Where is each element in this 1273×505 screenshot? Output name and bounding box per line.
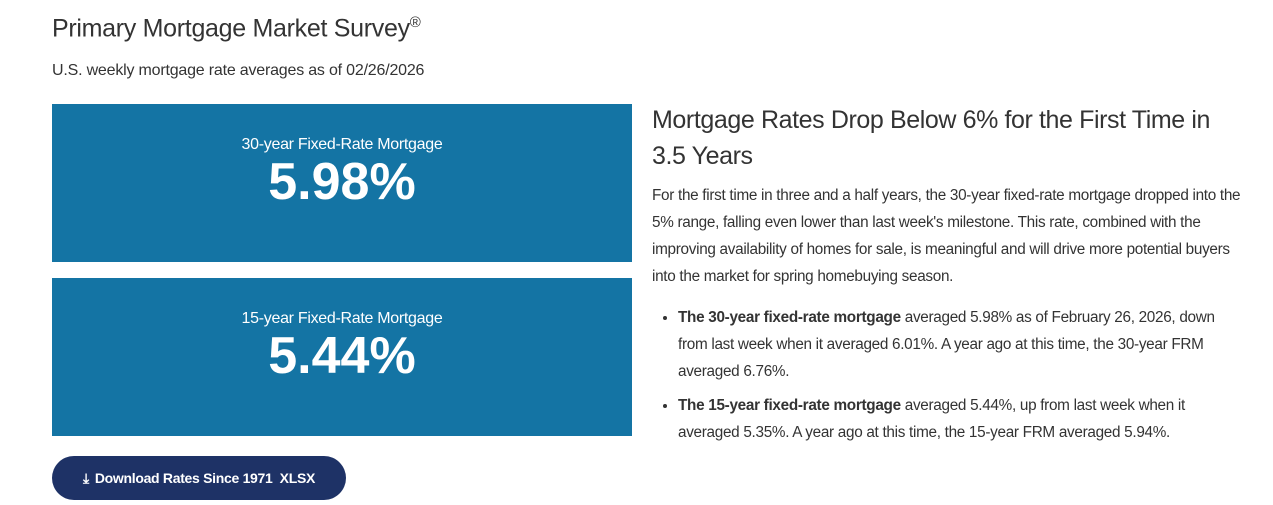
download-label: Download Rates Since 1971 XLSX (94, 470, 316, 486)
article: Mortgage Rates Drop Below 6% for the Fir… (652, 102, 1242, 453)
bullet-text: averaged 5.98% as of February 26, 2026, … (678, 309, 1215, 380)
rate-card-15-year: 15-year Fixed-Rate Mortgage 5.44% (52, 278, 632, 436)
bullet-bold: The 15-year fixed-rate mortgage (678, 397, 901, 414)
download-rates-button[interactable]: ⤓ Download Rates Since 1971 XLSX (52, 456, 346, 500)
rate-label: 15-year Fixed-Rate Mortgage (241, 310, 443, 327)
bullet-text: averaged 5.44%, up from last week when i… (678, 397, 1185, 441)
page-subtitle: U.S. weekly mortgage rate averages as of… (52, 62, 425, 79)
list-item: The 30-year fixed-rate mortgage averaged… (678, 304, 1242, 385)
article-body: For the first time in three and a half y… (652, 187, 1241, 285)
registered-mark: ® (409, 14, 421, 31)
rate-label: 30-year Fixed-Rate Mortgage (241, 136, 443, 153)
page-title: Primary Mortgage Market Survey® (52, 14, 421, 43)
list-item: The 15-year fixed-rate mortgage averaged… (678, 392, 1242, 446)
rate-card-30-year: 30-year Fixed-Rate Mortgage 5.98% (52, 104, 632, 262)
rate-value: 5.98% (268, 153, 416, 211)
bullet-bold: The 30-year fixed-rate mortgage (678, 309, 901, 326)
rate-value: 5.44% (268, 327, 416, 385)
download-icon: ⤓ (82, 469, 89, 486)
article-bullets: The 30-year fixed-rate mortgage averaged… (652, 304, 1242, 446)
article-headline: Mortgage Rates Drop Below 6% for the Fir… (652, 106, 1211, 170)
title-text: Primary Mortgage Market Survey (52, 14, 410, 43)
